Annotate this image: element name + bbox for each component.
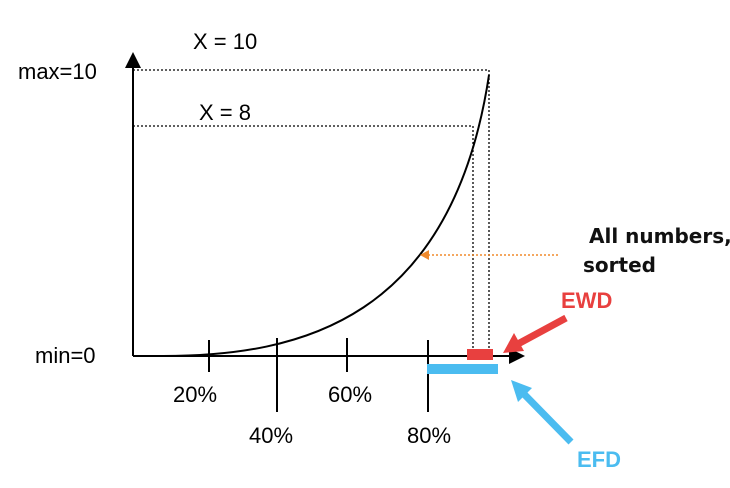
efd-arrow-head [511,380,532,402]
max-label: max=10 [18,59,97,84]
ewd-label: EWD [561,288,612,313]
note-line-1: All numbers, [589,224,730,248]
x8-label: X = 8 [199,100,251,125]
tick-label-60: 60% [328,382,372,407]
note-arrow-head [420,250,429,260]
min-label: min=0 [35,343,96,368]
efd-bar [427,364,498,374]
note-line-2: sorted [583,253,656,277]
sorted-values-curve [162,74,490,357]
tick-label-40: 40% [249,423,293,448]
efd-arrow [519,389,574,445]
x10-label: X = 10 [193,29,257,54]
efd-label: EFD [577,447,621,472]
ewd-arrow-head [503,333,524,353]
ewd-bar [467,349,493,360]
x8-reference-line [133,125,474,356]
tick-label-80: 80% [407,423,451,448]
ewd-arrow [514,314,568,349]
tick-label-20: 20% [173,382,217,407]
max-reference-line [133,69,490,356]
